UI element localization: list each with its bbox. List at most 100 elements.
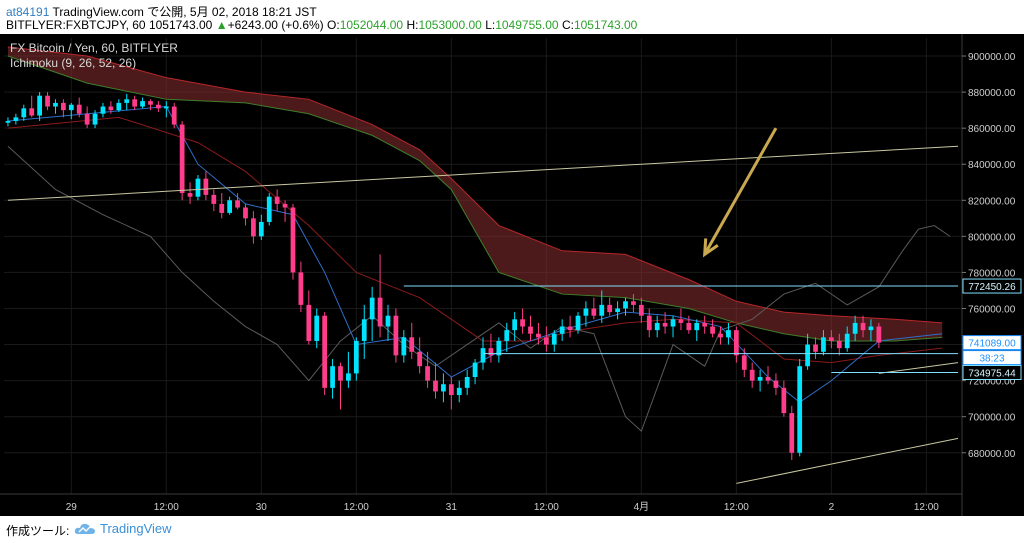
candle-body [718,333,723,338]
candle-body [797,366,803,453]
username-link[interactable]: at84191 [6,5,50,19]
candle-body [298,272,304,305]
candle-body [662,322,668,327]
candle-body [631,301,636,305]
candle-body [512,319,518,331]
trend-line [736,437,959,484]
x-tick-label: 12:00 [914,502,939,513]
y-tick-label: 700000.00 [968,413,1016,424]
candle-body [409,337,415,352]
candle-body [37,95,43,116]
candle-body [860,322,866,331]
price-axis [962,34,1024,516]
price-chart[interactable]: 680000.00700000.00720000.00740000.007600… [0,34,1024,516]
current-price-tag-bg [962,335,1022,351]
tradingview-brand: TradingView [100,521,172,536]
candle-body [171,106,177,125]
candle-body [108,106,114,111]
candle-body [710,326,715,334]
symbol-label: BITFLYER:FXBTCJPY, 60 [6,18,146,32]
low-value: 1049755.00 [495,18,559,32]
trend-line [878,362,959,374]
leading-span-a [7,46,943,324]
candle-body [821,337,826,352]
candle-body [504,330,510,341]
x-tick-label: 12:00 [344,502,369,513]
candle-body [148,101,153,105]
x-tick-label: 31 [446,502,458,513]
candle-body [749,369,755,381]
candle-body [211,194,217,204]
chart-header: at84191 TradingView.com で公開, 5月 02, 2018… [0,0,1024,34]
candle-body [828,337,834,341]
candle-body [781,387,787,414]
candle-body [61,102,66,111]
chart-footer: 作成ツール: TradingView [0,516,1024,543]
candle-body [528,326,533,334]
candle-body [583,308,589,316]
candle-body [156,104,161,109]
candle-body [100,106,106,114]
last-price: 1051743.00 [148,18,213,32]
ohlc-line: BITFLYER:FXBTCJPY, 60 1051743.00 ▲+6243.… [6,18,637,32]
open-value: 1052044.00 [339,18,404,32]
candle-body [369,297,375,320]
candle-body [227,200,233,213]
candle-body [163,106,169,109]
candle-body [448,384,454,396]
high-value: 1053000.00 [418,18,482,32]
candle-body [646,315,652,331]
candle-body [536,333,541,338]
candle-body [480,348,486,363]
x-tick-label: 12:00 [724,502,749,513]
x-tick-label: 30 [256,502,268,513]
candle-body [686,322,692,331]
candle-body [187,193,193,197]
ichimoku-cloud [7,47,943,341]
candle-body [401,337,407,356]
x-tick-label: 12:00 [154,502,179,513]
candle-body [140,101,145,107]
candle-body [84,113,90,125]
chart-area[interactable]: 680000.00700000.00720000.00740000.007600… [0,34,1024,516]
candle-body [314,315,320,341]
trend-line [7,145,959,201]
candle-body [433,380,438,392]
candle-body [844,333,850,349]
low-label: L: [485,18,496,32]
candle-body [45,95,50,107]
candle-body [266,196,272,222]
bar-countdown-tag-bg [962,350,1022,366]
candle-body [330,366,335,388]
candle-body [306,304,312,341]
legend-title: FX Bitcoin / Yen, 60, BITFLYER [10,41,178,55]
candle-body [5,120,11,123]
candle-body [385,315,391,327]
candle-body [13,117,19,121]
tradingview-logo[interactable]: TradingView [74,521,172,536]
y-tick-label: 680000.00 [968,449,1016,460]
candle-body [235,200,240,208]
candle-body [591,308,597,316]
candle-body [417,351,423,367]
candle-body [543,337,549,345]
candle-body [607,304,613,313]
candle-body [282,203,288,208]
footer-label: 作成ツール: [6,524,70,538]
candle-body [76,104,82,114]
candle-body [520,319,525,327]
arrow-head [702,238,719,258]
candle-body [353,340,359,374]
close-label: C: [561,18,574,32]
candle-body [361,319,367,341]
candle-body [726,330,731,338]
candle-body [836,340,842,349]
candle-body [251,218,256,237]
candle-body [258,221,264,237]
candle-body [441,384,446,392]
candle-body [654,322,660,331]
bar-countdown-tag: 38:23 [979,354,1004,365]
candle-body [472,362,478,378]
candle-body [496,340,502,356]
y-tick-label: 880000.00 [968,88,1016,99]
